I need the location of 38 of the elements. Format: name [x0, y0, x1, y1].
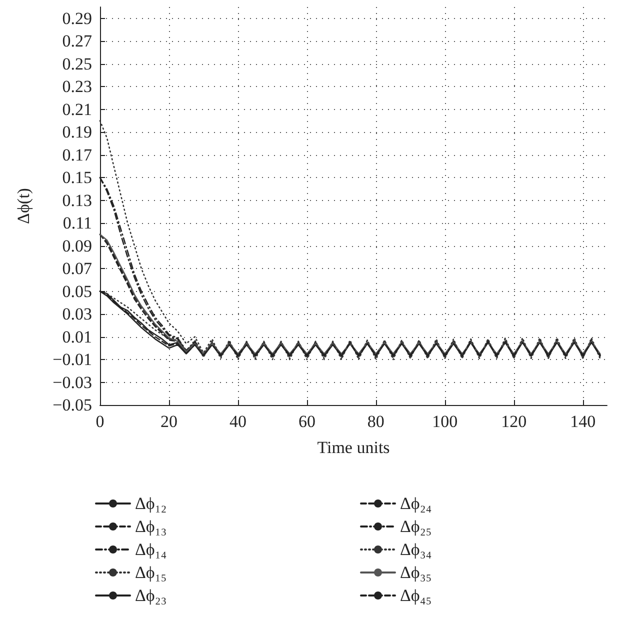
y-tick-label: 0.15 — [62, 168, 92, 188]
x-tick-label: 60 — [298, 412, 316, 431]
y-tick-label: 0.29 — [62, 8, 92, 28]
y-tick-label: 0.21 — [62, 100, 92, 119]
y-tick-label: −0.05 — [52, 396, 92, 414]
legend-label: Δϕ₂₄ — [400, 494, 432, 513]
y-tick-label: −0.01 — [52, 350, 92, 370]
y-tick-label: −0.03 — [52, 372, 92, 392]
x-tick-label: 20 — [160, 412, 178, 431]
y-tick-label: 0.27 — [62, 32, 92, 51]
y-tick-label: 0.03 — [62, 304, 92, 324]
legend-label: Δϕ₃₄ — [400, 540, 432, 559]
y-tick-label: 0.25 — [62, 54, 92, 74]
x-axis-title: Time units — [317, 438, 390, 457]
y-tick-label: 0.01 — [62, 327, 92, 346]
y-axis-title: Δϕ(t) — [14, 188, 33, 224]
y-tick-label: 0.07 — [62, 259, 92, 278]
y-tick-label: 0.13 — [62, 190, 92, 210]
legend-label: Δϕ₃₅ — [400, 563, 432, 582]
legend-label: Δϕ₁₄ — [135, 540, 167, 559]
x-tick-label: 80 — [367, 412, 384, 431]
y-tick-label: 0.17 — [62, 145, 92, 164]
legend-label: Δϕ₂₅ — [400, 517, 432, 536]
legend-label: Δϕ₂₃ — [135, 586, 167, 605]
y-tick-label: 0.09 — [62, 236, 92, 256]
legend-label: Δϕ₁₅ — [135, 563, 167, 582]
x-tick-label: 120 — [501, 412, 527, 431]
legend-label: Δϕ₁₃ — [135, 517, 167, 536]
x-tick-label: 0 — [96, 412, 104, 431]
y-tick-label: 0.23 — [62, 77, 92, 96]
x-tick-label: 40 — [229, 412, 246, 431]
legend-label: Δϕ₄₅ — [400, 586, 432, 605]
y-tick-label: 0.11 — [62, 214, 92, 233]
y-tick-label: 0.19 — [62, 122, 92, 142]
legend-label: Δϕ₁₂ — [135, 494, 167, 513]
x-tick-label: 100 — [432, 412, 458, 431]
x-tick-label: 140 — [570, 412, 596, 431]
y-tick-label: 0.05 — [62, 282, 92, 301]
